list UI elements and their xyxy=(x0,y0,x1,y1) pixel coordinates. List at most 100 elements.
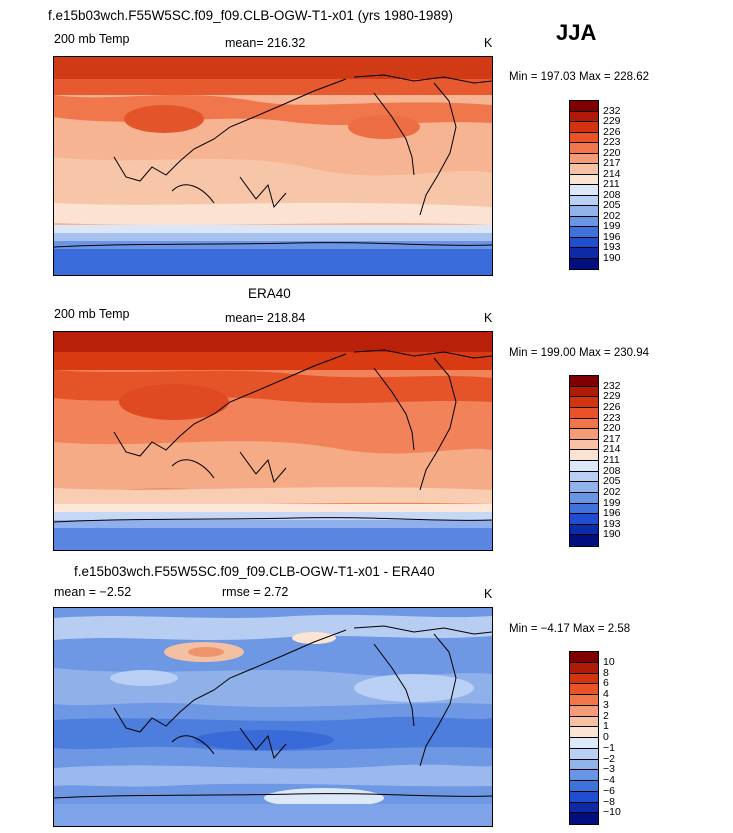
panel1-map xyxy=(53,56,493,276)
colorbar-swatch xyxy=(570,407,598,419)
colorbar-tick-label: −10 xyxy=(603,806,621,819)
colorbar-swatch xyxy=(570,429,598,440)
colorbar-swatch xyxy=(570,695,598,706)
panel2-variable-label: 200 mb Temp xyxy=(54,307,130,321)
colorbar-tick-label: 214 xyxy=(603,443,621,456)
colorbar-tick-label: 8 xyxy=(603,666,609,679)
panel3-minmax: Min = −4.17 Max = 2.58 xyxy=(509,623,631,635)
colorbar-swatch xyxy=(570,514,598,525)
panel1-minmax: Min = 197.03 Max = 228.62 xyxy=(509,71,650,83)
colorbar-swatch xyxy=(570,770,598,781)
panel3-mean-label: mean = −2.52 xyxy=(54,585,132,599)
colorbar-swatch xyxy=(570,258,598,269)
colorbar-swatch xyxy=(570,174,598,185)
colorbar-swatch xyxy=(570,738,598,749)
colorbar-swatch xyxy=(570,227,598,238)
colorbar-tick-label: 193 xyxy=(603,517,621,530)
colorbar-swatch xyxy=(570,524,598,536)
panel3-unit-label: K xyxy=(484,587,493,601)
colorbar-tick-label: 205 xyxy=(603,475,621,488)
panel1-unit-label: K xyxy=(484,36,493,50)
colorbar-swatch xyxy=(570,386,598,398)
colorbar-tick-label: 190 xyxy=(603,528,621,541)
colorbar-tick-label: 4 xyxy=(603,688,609,700)
colorbar-swatch xyxy=(570,132,598,143)
colorbar-tick-label: 217 xyxy=(603,432,621,445)
panel1-mean-label: mean= 216.32 xyxy=(225,36,306,50)
colorbar-swatch xyxy=(570,122,598,133)
colorbar-tick-label: 214 xyxy=(603,167,621,180)
panel3-title: f.e15b03wch.F55W5SC.f09_f09.CLB-OGW-T1-x… xyxy=(74,564,435,579)
colorbar-tick-label: 196 xyxy=(603,507,621,520)
panel2-minmax: Min = 199.00 Max = 230.94 xyxy=(509,347,650,359)
colorbar-tick-label: −1 xyxy=(603,741,615,754)
colorbar-swatch xyxy=(570,662,598,674)
colorbar-swatch xyxy=(570,397,598,408)
colorbar-swatch xyxy=(570,716,598,728)
panel1-variable-label: 200 mb Temp xyxy=(54,32,130,46)
colorbar-swatch xyxy=(570,727,598,738)
colorbar-tick-label: 202 xyxy=(603,485,621,498)
colorbar-tick-label: −3 xyxy=(603,763,615,776)
colorbar-swatch xyxy=(570,673,598,685)
colorbar-swatch xyxy=(570,206,598,217)
colorbar-tick-label: −6 xyxy=(603,784,615,797)
colorbar-tick-label: 226 xyxy=(603,125,621,138)
colorbar-tick-label: 199 xyxy=(603,496,621,509)
colorbar-tick-label: 217 xyxy=(603,157,621,169)
colorbar-swatch xyxy=(570,802,598,814)
colorbar-swatch xyxy=(570,195,598,206)
colorbar-tick-label: 196 xyxy=(603,230,621,243)
colorbar-swatch xyxy=(570,813,598,824)
colorbar-tick-label: 190 xyxy=(603,251,621,264)
colorbar-tick-label: 229 xyxy=(603,115,621,127)
colorbar-tick-label: 223 xyxy=(603,411,621,424)
colorbar-tick-label: 193 xyxy=(603,241,621,253)
colorbar-swatch xyxy=(570,471,598,483)
colorbar-tick-label: 3 xyxy=(603,698,609,711)
panel2-mean-label: mean= 218.84 xyxy=(225,311,306,325)
colorbar-swatch xyxy=(570,216,598,227)
colorbar-swatch xyxy=(570,143,598,154)
colorbar-swatch xyxy=(570,791,598,803)
colorbar-tick-label: 220 xyxy=(603,422,621,435)
colorbar-swatch xyxy=(570,111,598,122)
colorbar-tick-label: 211 xyxy=(603,178,620,190)
panel2-unit-label: K xyxy=(484,311,493,325)
colorbar-tick-label: 10 xyxy=(603,655,615,668)
colorbar-tick-label: 0 xyxy=(603,731,609,743)
colorbar-swatch xyxy=(570,759,598,771)
panel1-colorbar xyxy=(569,100,599,270)
panel2-map xyxy=(53,331,493,551)
colorbar-swatch xyxy=(570,153,598,164)
panel1-title: f.e15b03wch.F55W5SC.f09_f09.CLB-OGW-T1-x… xyxy=(48,8,453,23)
colorbar-swatch xyxy=(570,535,598,546)
colorbar-tick-label: 1 xyxy=(603,720,609,733)
colorbar-tick-label: 205 xyxy=(603,199,621,211)
colorbar-swatch xyxy=(570,237,598,248)
colorbar-tick-label: 208 xyxy=(603,464,621,477)
colorbar-swatch xyxy=(570,748,598,760)
colorbar-swatch xyxy=(570,101,598,112)
colorbar-swatch xyxy=(570,450,598,461)
colorbar-swatch xyxy=(570,164,598,175)
colorbar-swatch xyxy=(570,652,598,663)
season-label: JJA xyxy=(556,20,597,45)
panel2-colorbar xyxy=(569,375,599,547)
panel2-title: ERA40 xyxy=(248,286,291,301)
colorbar-swatch xyxy=(570,439,598,451)
colorbar-swatch xyxy=(570,376,598,387)
colorbar-tick-label: 232 xyxy=(603,379,621,392)
colorbar-swatch xyxy=(570,781,598,792)
colorbar-tick-label: 220 xyxy=(603,146,621,159)
colorbar-tick-label: 202 xyxy=(603,209,621,222)
colorbar-swatch xyxy=(570,503,598,515)
colorbar-tick-label: 226 xyxy=(603,400,621,413)
colorbar-tick-label: 232 xyxy=(603,104,621,117)
colorbar-swatch xyxy=(570,492,598,504)
colorbar-swatch xyxy=(570,248,598,259)
colorbar-tick-label: 223 xyxy=(603,136,621,148)
colorbar-swatch xyxy=(570,461,598,472)
colorbar-tick-label: 211 xyxy=(603,454,620,466)
colorbar-tick-label: −4 xyxy=(603,774,615,786)
